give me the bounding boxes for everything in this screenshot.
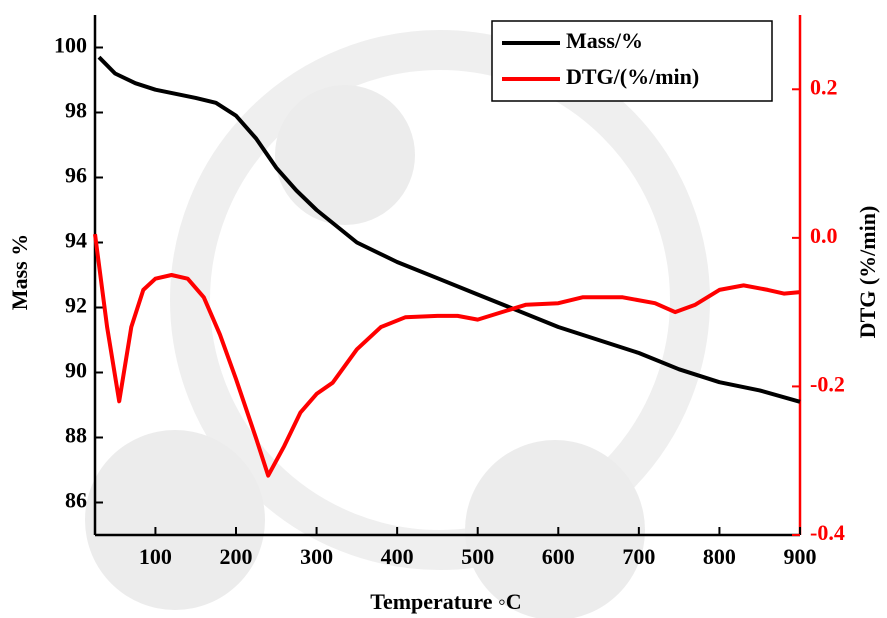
legend-label: DTG/(%/min)	[566, 64, 699, 89]
y-tick-label: 94	[65, 228, 87, 253]
y2-tick-label: 0.2	[810, 74, 838, 99]
y2-tick-label: -0.4	[810, 520, 845, 545]
x-axis-label: Temperature ◦C	[370, 589, 521, 614]
y-tick-label: 90	[65, 358, 87, 383]
x-tick-label: 100	[139, 544, 172, 569]
watermark	[85, 30, 710, 618]
y2-tick-label: 0.0	[810, 223, 838, 248]
x-tick-label: 200	[220, 544, 253, 569]
y-tick-label: 96	[65, 163, 87, 188]
x-tick-label: 700	[622, 544, 655, 569]
series-line	[97, 55, 801, 404]
y-tick-label: 86	[65, 488, 87, 513]
series-line	[93, 233, 801, 478]
y2-tick-label: -0.2	[810, 371, 845, 396]
y-tick-label: 92	[65, 293, 87, 318]
x-tick-label: 300	[300, 544, 333, 569]
x-tick-label: 400	[381, 544, 414, 569]
x-tick-label: 600	[542, 544, 575, 569]
y-tick-label: 98	[65, 98, 87, 123]
x-tick-label: 500	[461, 544, 494, 569]
x-tick-label: 800	[703, 544, 736, 569]
y-axis-label: Mass %	[7, 234, 32, 310]
y2-axis-label: DTG (%/min)	[855, 206, 880, 339]
legend-label: Mass/%	[566, 28, 643, 53]
legend-box	[491, 20, 773, 102]
y-tick-label: 88	[65, 423, 87, 448]
y-tick-label: 100	[54, 33, 87, 58]
x-tick-label: 900	[784, 544, 817, 569]
